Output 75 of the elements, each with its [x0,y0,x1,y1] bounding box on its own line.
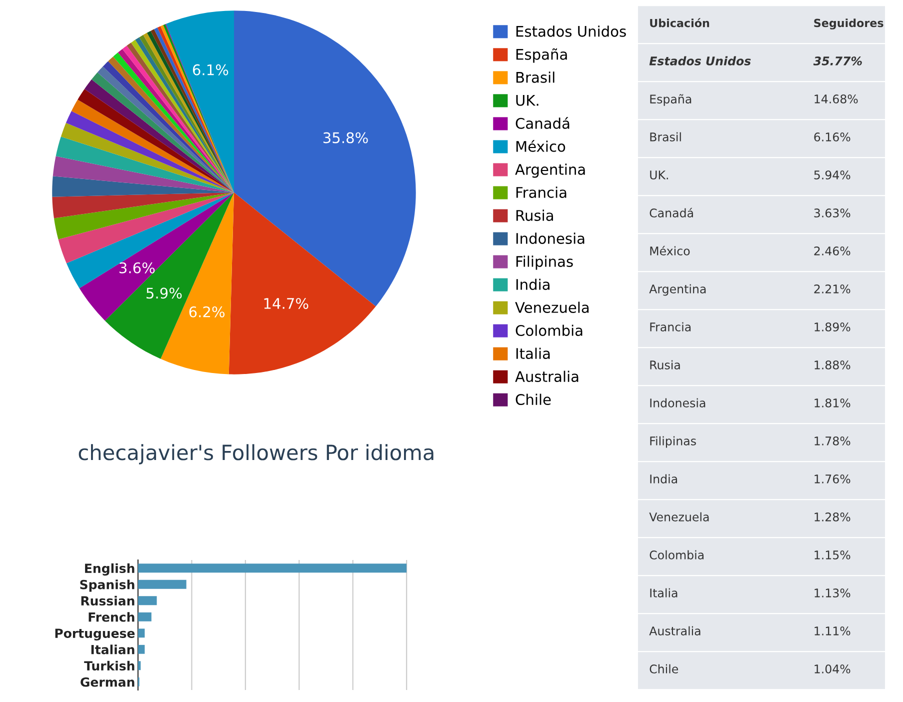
text: 1.15% [814,550,850,560]
legend-label: Argentina [515,164,585,178]
text: México [650,246,690,256]
text: 5.94% [814,170,850,180]
legend-label: Francia [516,186,566,198]
data-label: 3.6% [120,262,155,274]
text: Canadá [650,208,693,218]
text: Filipinas [650,436,696,448]
legend-label: Filipinas [516,256,573,270]
text: Indonesia [650,398,706,408]
legend-label: Colombia [516,324,582,336]
text: Seguidores [814,18,884,30]
y-tick-label: English [85,563,134,576]
y-tick-label: Portuguese [55,628,135,641]
legend-label: Canadá [516,117,570,129]
text: 14.68% [814,94,858,104]
data-label: 6.2% [189,306,225,318]
y-tick-label: German [80,677,134,687]
text: 1.89% [814,322,850,332]
text: Argentina [649,284,706,296]
legend-label: Estados Unidos [516,26,626,37]
bar [138,644,145,654]
text: Colombia [650,550,704,560]
bar [138,612,152,622]
text: 1.28% [814,512,850,522]
text: 35.77% [813,56,862,66]
bar [138,628,145,638]
text: 3.63% [814,208,850,218]
text: Chile [650,664,678,674]
legend-label: Chile [516,394,551,406]
chart-title: checajavier's Followers Por idioma [78,444,434,464]
legend-label: India [516,278,550,290]
text: Australia [649,626,700,636]
text: India [650,474,678,484]
text: 2.21% [814,284,850,294]
bar [138,580,186,589]
bar [138,661,141,670]
text: 1.11% [814,626,850,636]
data-label: 14.7% [264,298,308,309]
text: Venezuela [649,512,709,522]
legend-label: Indonesia [516,232,584,244]
y-tick-label: Italian [91,644,134,654]
text: Estados Unidos [649,56,751,66]
bar [138,564,407,573]
text: 1.81% [814,398,850,408]
legend-label: España [516,48,567,63]
data-label: 5.9% [146,288,182,299]
text: 1.76% [814,474,850,484]
data-label: 35.8% [323,132,368,144]
y-tick-label: Spanish [80,580,134,592]
text: Italia [650,588,678,598]
legend-label: México [516,140,566,152]
text: UK. [650,170,668,180]
y-tick-label: French [88,612,134,622]
legend-label: Brasil [516,72,554,83]
bar [138,596,157,606]
text: 1.13% [814,588,850,598]
text: Rusia [650,360,680,370]
legend-label: UK. [516,95,538,106]
text: 1.04% [814,664,850,674]
text: 1.78% [814,436,850,446]
text: Brasil [650,132,681,142]
text: Francia [650,322,691,332]
text: 2.46% [814,246,850,256]
text: 6.16% [814,132,850,142]
text: España [650,94,692,106]
legend-label: Rusia [516,210,553,221]
legend-label: Australia [515,370,578,382]
y-tick-label: Russian [81,596,134,606]
legend-label: Italia [516,348,550,360]
text: 1.88% [814,360,850,370]
y-tick-label: Turkish [84,660,134,671]
text: Ubicación [650,18,710,28]
data-label: 6.1% [192,64,228,76]
legend-label: Venezuela [515,302,589,313]
